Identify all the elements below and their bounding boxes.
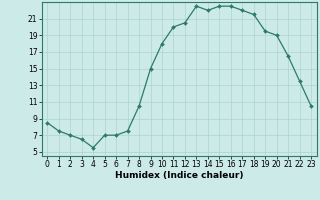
X-axis label: Humidex (Indice chaleur): Humidex (Indice chaleur) (115, 171, 244, 180)
